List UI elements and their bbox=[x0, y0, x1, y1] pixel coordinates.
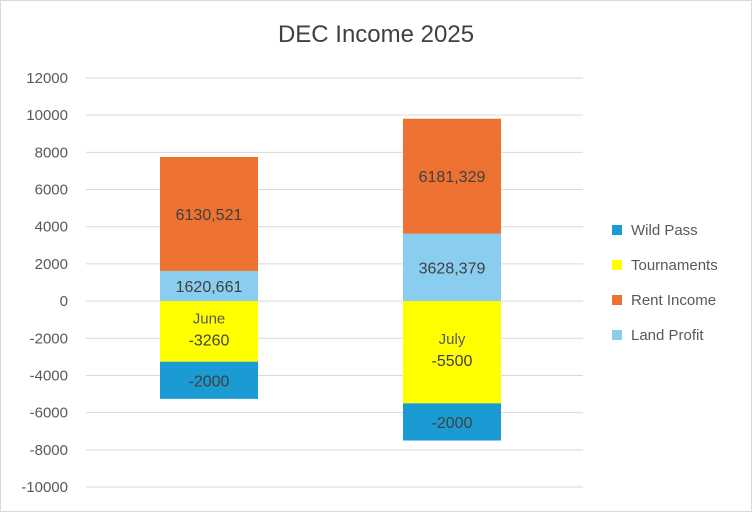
y-tick-label: 0 bbox=[60, 293, 68, 310]
y-tick-label: -10000 bbox=[21, 479, 68, 496]
legend-swatch-land-profit bbox=[612, 330, 622, 340]
bar-tournaments-june bbox=[160, 301, 258, 362]
x-category-label: June bbox=[193, 310, 226, 327]
bar-land-profit-june bbox=[160, 270, 258, 302]
y-tick-label: 8000 bbox=[35, 144, 68, 161]
data-label-tournaments-june: -3260 bbox=[189, 332, 230, 349]
y-tick-label: 2000 bbox=[35, 256, 68, 273]
y-tick-label: -4000 bbox=[30, 367, 68, 384]
data-label-tournaments-july: -5500 bbox=[432, 353, 473, 370]
legend-label-tournaments: Tournaments bbox=[631, 257, 718, 274]
bar-tournaments-july bbox=[403, 301, 501, 404]
bars bbox=[160, 118, 501, 441]
legend: Wild Pass Tournaments Rent Income Land Prof… bbox=[612, 222, 718, 344]
data-labels: 1620,661 6130,521 -3260 June -2000 3628,379 61… bbox=[176, 169, 486, 432]
chart-title: DEC Income 2025 bbox=[278, 21, 474, 48]
bar-rent-income-june bbox=[160, 156, 258, 271]
data-label-land-profit-june: 1620,661 bbox=[176, 279, 243, 296]
legend-swatch-rent-income bbox=[612, 295, 622, 305]
data-label-wild-pass-july: -2000 bbox=[432, 415, 473, 432]
y-tick-label: 10000 bbox=[26, 107, 68, 124]
data-label-rent-income-july: 6181,329 bbox=[419, 169, 486, 186]
legend-swatch-wild-pass bbox=[612, 225, 622, 235]
data-label-rent-income-june: 6130,521 bbox=[176, 207, 243, 224]
y-tick-label: -6000 bbox=[30, 405, 68, 422]
legend-label-land-profit: Land Profit bbox=[631, 327, 704, 344]
bar-wild-pass-june bbox=[160, 361, 258, 399]
bar-land-profit-july bbox=[403, 233, 501, 302]
y-tick-label: 4000 bbox=[35, 219, 68, 236]
x-category-label: July bbox=[439, 331, 466, 348]
data-label-land-profit-july: 3628,379 bbox=[419, 260, 486, 277]
y-tick-label: -2000 bbox=[30, 330, 68, 347]
legend-label-wild-pass: Wild Pass bbox=[631, 222, 698, 239]
y-tick-label: 12000 bbox=[26, 70, 68, 87]
legend-swatch-tournaments bbox=[612, 260, 622, 270]
bar-rent-income-july bbox=[403, 118, 501, 234]
y-tick-label: -8000 bbox=[30, 442, 68, 459]
data-label-wild-pass-june: -2000 bbox=[189, 373, 230, 390]
y-tick-label: 6000 bbox=[35, 182, 68, 199]
legend-label-rent-income: Rent Income bbox=[631, 292, 716, 309]
bar-wild-pass-july bbox=[403, 403, 501, 441]
